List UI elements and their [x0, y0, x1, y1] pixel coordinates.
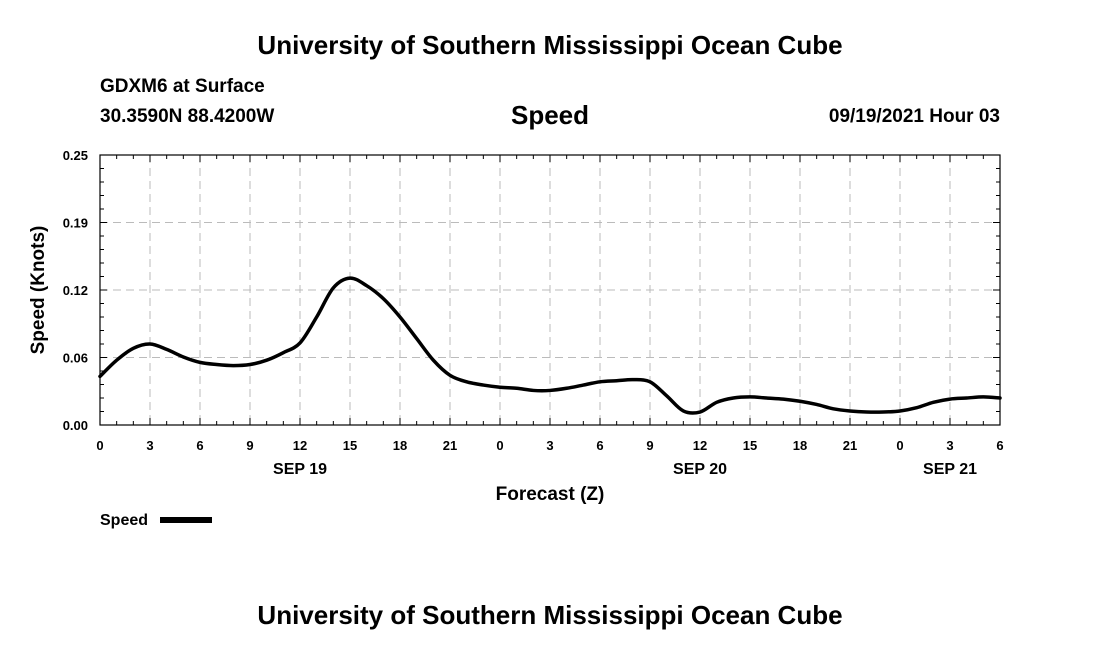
x-tick-label-7: 21 [443, 438, 457, 453]
x-tick-label-2: 6 [196, 438, 203, 453]
x-axis-label: Forecast (Z) [496, 484, 605, 505]
y-tick-label-0: 0.00 [63, 418, 88, 433]
x-tick-label-16: 0 [896, 438, 903, 453]
footer-title: University of Southern Mississippi Ocean… [257, 600, 843, 630]
x-tick-label-15: 21 [843, 438, 857, 453]
chart-title: Speed [510, 100, 590, 130]
page-title: University of Southern Mississippi Ocean… [257, 30, 843, 60]
y-tick-labels: 0.00 0.06 0.12 0.19 0.25 [63, 148, 88, 433]
station-label: GDXM6 at Surface [100, 76, 265, 97]
x-tick-label-8: 0 [496, 438, 503, 453]
x-tick-label-13: 15 [743, 438, 757, 453]
y-tick-label-1: 0.06 [63, 351, 88, 366]
y-tick-label-4: 0.25 [63, 148, 88, 163]
date-label-1: SEP 20 [673, 461, 727, 478]
x-tick-labels: 0 3 6 9 12 15 18 21 0 3 6 9 12 15 18 21 0 3 6 [96, 438, 1003, 453]
x-tick-label-3: 9 [246, 438, 253, 453]
x-tick-label-11: 9 [646, 438, 653, 453]
x-tick-label-12: 12 [693, 438, 707, 453]
x-tick-label-5: 15 [343, 438, 357, 453]
x-tick-label-1: 3 [146, 438, 153, 453]
speed-series-line [98, 276, 1002, 415]
x-tick-label-0: 0 [96, 438, 103, 453]
date-label-2: SEP 21 [923, 461, 977, 478]
legend-label: Speed [100, 512, 148, 529]
plot-frame [99, 154, 1001, 426]
y-tick-label-3: 0.19 [63, 216, 88, 231]
x-tick-label-18: 6 [996, 438, 1003, 453]
x-tick-label-10: 6 [596, 438, 603, 453]
forecast-datetime: 09/19/2021 Hour 03 [828, 106, 1000, 127]
grid-lines [100, 155, 1000, 425]
date-labels: SEP 19 SEP 20 SEP 21 [273, 461, 977, 478]
date-label-0: SEP 19 [273, 461, 327, 478]
x-tick-label-14: 18 [793, 438, 807, 453]
x-tick-label-17: 3 [946, 438, 953, 453]
x-tick-label-4: 12 [293, 438, 307, 453]
station-coordinates: 30.3590N 88.4200W [100, 106, 275, 127]
x-tick-label-6: 18 [393, 438, 407, 453]
y-tick-label-2: 0.12 [63, 283, 88, 298]
y-axis-label: Speed (Knots) [28, 226, 49, 355]
x-tick-label-9: 3 [546, 438, 553, 453]
legend-swatch [160, 517, 212, 523]
